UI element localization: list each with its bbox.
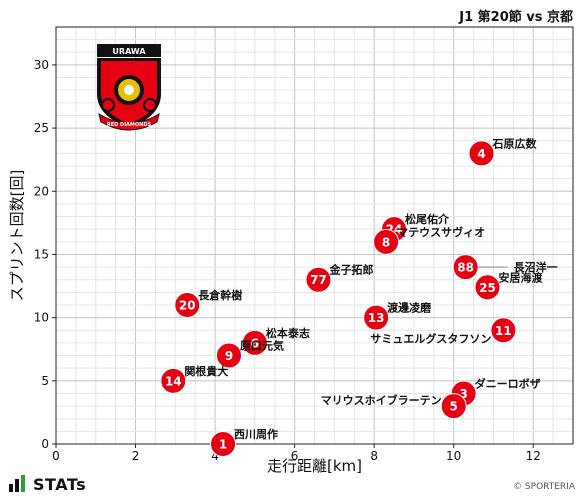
y-axis-label: スプリント回数[回]: [8, 170, 26, 302]
brand-text: STATs: [33, 474, 87, 494]
point-name-label: 石原広数: [492, 136, 538, 150]
point-name-label: 松尾佑介: [405, 212, 450, 226]
point-name-label: 安居海渡: [498, 270, 543, 284]
grid-lines: [56, 27, 573, 444]
point-marker: [440, 393, 467, 420]
point-name-label: 渡邊凌磨: [387, 301, 432, 315]
point-name-label: 松本泰志: [266, 326, 310, 340]
point-name-label: 長沼洋一: [514, 260, 558, 274]
point-marker: [160, 367, 187, 394]
crest-bottom-text: RED DIAMONDS: [107, 122, 152, 128]
data-point-11: 11 サミュエルグスタフソン: [370, 317, 517, 345]
point-name-label: マリウスホイブラーテン: [321, 393, 442, 407]
y-tick-label: 30: [34, 58, 49, 72]
point-marker: [373, 228, 400, 255]
crest-top-text: URAWA: [112, 47, 146, 56]
data-point-8: 8 マテウスサヴィオ: [373, 225, 485, 255]
copyright-text: © SPORTERIA: [513, 482, 575, 492]
point-number: 3: [459, 387, 467, 401]
point-name-label: 長倉幹樹: [198, 288, 242, 302]
point-marker: [305, 266, 332, 293]
x-axis-label: 走行距離[km]: [267, 457, 362, 474]
y-tick-label: 25: [34, 121, 49, 135]
urawa-crest-logo: URAWA RED DIAMONDS: [97, 44, 161, 131]
x-tick-label: 10: [446, 449, 461, 463]
x-tick-label: 2: [132, 449, 140, 463]
x-tick-label: 12: [526, 449, 541, 463]
point-number: 14: [165, 374, 182, 388]
point-name-label: 関根貴大: [184, 364, 228, 378]
point-marker: [174, 292, 201, 318]
point-number: 4: [477, 147, 485, 161]
x-tick-label: 0: [52, 449, 60, 463]
data-point-9: 9 原口元気: [215, 339, 284, 369]
point-number: 1: [219, 438, 227, 452]
point-number: 8: [382, 235, 390, 249]
point-name-label: マテウスサヴィオ: [397, 225, 485, 239]
y-tick-label: 0: [41, 437, 49, 451]
point-number: 5: [450, 400, 458, 414]
point-number: 20: [179, 299, 196, 313]
data-point-1: 1 西川周作: [210, 427, 278, 457]
chart-title: J1 第20節 vs 京都: [459, 10, 573, 25]
bar-chart-icon: [9, 475, 25, 492]
stats-brand: STATs: [8, 474, 86, 494]
data-point-4: 4 石原広数: [468, 136, 538, 167]
data-point-5: 5 マリウスホイブラーテン: [321, 393, 467, 420]
point-number: 77: [310, 273, 327, 287]
point-name-label: ダニーロボザ: [475, 376, 541, 390]
x-tick-label: 6: [291, 449, 299, 463]
point-marker: [215, 342, 242, 369]
point-marker: [210, 431, 237, 457]
y-tick-label: 5: [41, 374, 49, 388]
y-tick-label: 15: [34, 247, 49, 261]
point-number: 9: [225, 349, 233, 363]
point-name-label: 西川周作: [234, 427, 278, 441]
point-marker: [241, 329, 268, 356]
y-tick-label: 10: [34, 311, 49, 325]
point-number: 11: [495, 324, 512, 338]
x-tick-label: 4: [211, 449, 219, 463]
data-point-6: 6 松本泰志: [241, 326, 310, 356]
point-name-label: 金子拓郎: [328, 263, 373, 277]
data-point-88: 88 長沼洋一: [452, 254, 558, 281]
point-number: 6: [251, 336, 259, 350]
point-name-label: サミュエルグスタフソン: [370, 331, 491, 345]
point-marker: [468, 140, 495, 167]
y-tick-label: 20: [34, 184, 49, 198]
plot-frame: [55, 26, 574, 445]
point-number: 88: [457, 261, 474, 275]
point-name-label: 原口元気: [240, 339, 284, 353]
point-marker: [474, 274, 501, 301]
point-number: 25: [479, 281, 496, 295]
point-marker: [490, 317, 517, 344]
x-tick-label: 8: [370, 449, 378, 463]
point-number: 13: [368, 311, 385, 325]
point-marker: [363, 304, 390, 331]
